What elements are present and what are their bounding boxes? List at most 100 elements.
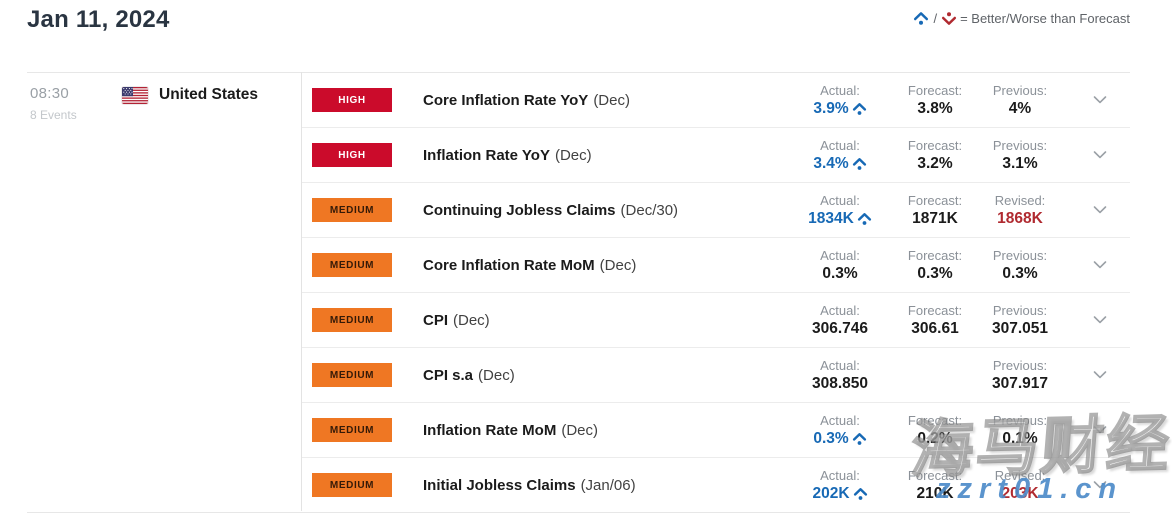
forecast-value: 0.2% [917,430,953,448]
us-flag-icon [122,86,148,104]
forecast-label: Forecast: [907,468,963,484]
chevron-down-icon[interactable] [1070,183,1130,237]
event-time: 08:30 [30,85,70,102]
forecast-value: 1871K [912,210,958,228]
actual-value: 0.3% [813,431,866,447]
previous-column: Revised: 203K [970,468,1070,502]
event-title-cell: HIGH Core Inflation Rate YoY (Dec) [301,88,780,112]
page-title: Jan 11, 2024 [27,6,170,33]
event-row[interactable]: MEDIUM CPI (Dec) Actual: 306.746 Forecast… [301,293,1130,348]
forecast-value: 3.2% [917,155,953,173]
previous-label: Previous: [992,138,1048,154]
event-name: CPI s.a [423,366,474,384]
event-title: CPI (Dec) [423,312,490,329]
previous-column: Previous: 4% [970,83,1070,117]
importance-badge: MEDIUM [312,473,392,497]
previous-value: 307.051 [991,320,1049,338]
event-name: CPI [423,311,449,329]
chevron-down-icon[interactable] [1070,403,1130,457]
event-title-cell: MEDIUM Core Inflation Rate MoM (Dec) [301,253,780,277]
forecast-column [900,374,970,377]
better-than-forecast-icon [914,12,929,25]
better-than-forecast-icon [852,158,866,170]
event-title-cell: MEDIUM Continuing Jobless Claims (Dec/30) [301,198,780,222]
chevron-down-icon[interactable] [1070,128,1130,182]
chevron-down-icon[interactable] [1070,73,1130,127]
previous-value: 0.3% [1002,265,1038,283]
event-period: (Dec) [554,146,592,164]
event-title: Continuing Jobless Claims (Dec/30) [423,202,678,219]
previous-column: Previous: 3.1% [970,138,1070,172]
forecast-label: Forecast: [907,303,963,319]
event-period: (Dec) [561,421,598,439]
actual-label: Actual: [820,248,860,264]
actual-label: Actual: [820,83,860,99]
previous-label: Previous: [992,248,1048,264]
event-title: Initial Jobless Claims (Jan/06) [423,477,636,494]
time-country-column: 08:30 8 Events United [27,73,301,512]
actual-label: Actual: [820,358,860,374]
actual-value: 308.850 [811,375,869,393]
actual-column: Actual: 1834K [780,193,900,227]
importance-badge: HIGH [312,143,392,167]
previous-column: Previous: 0.1% [970,413,1070,447]
previous-label: Revised: [994,468,1046,484]
forecast-legend: / = Better/Worse than Forecast [913,11,1130,26]
chevron-down-icon[interactable] [1070,293,1130,347]
actual-value: 3.9% [813,101,866,117]
importance-badge: MEDIUM [312,253,392,277]
legend-separator: / [933,11,938,26]
time-block: 08:30 8 Events [30,85,122,122]
event-row[interactable]: MEDIUM Initial Jobless Claims (Jan/06) Ac… [301,458,1130,512]
better-than-forecast-icon [857,213,871,225]
column-divider [301,72,302,511]
previous-value: 1868K [997,210,1043,228]
actual-column: Actual: 0.3% [780,413,900,447]
country-block[interactable]: United States [122,86,258,104]
actual-value: 3.4% [813,156,866,172]
previous-label: Previous: [992,303,1048,319]
event-period: (Dec) [593,91,630,109]
event-row[interactable]: HIGH Inflation Rate YoY (Dec) Actual: 3.4… [301,128,1130,183]
actual-value: 1834K [808,211,872,227]
forecast-label: Forecast: [907,193,963,209]
event-period: (Dec/30) [620,201,679,219]
event-title-cell: MEDIUM CPI (Dec) [301,308,780,332]
event-row[interactable]: MEDIUM Inflation Rate MoM (Dec) Actual: 0… [301,403,1130,458]
event-name: Core Inflation Rate YoY [423,91,589,109]
chevron-down-icon[interactable] [1070,458,1130,512]
importance-badge: MEDIUM [312,308,392,332]
actual-value: 306.746 [811,320,869,338]
forecast-column: Forecast: 3.8% [900,83,970,117]
event-period: (Dec) [478,366,515,384]
event-row[interactable]: MEDIUM Core Inflation Rate MoM (Dec) Actu… [301,238,1130,293]
event-title: CPI s.a (Dec) [423,367,515,384]
chevron-down-icon[interactable] [1070,238,1130,292]
actual-label: Actual: [820,413,860,429]
importance-badge: MEDIUM [312,363,392,387]
event-row[interactable]: MEDIUM Continuing Jobless Claims (Dec/30)… [301,183,1130,238]
actual-label: Actual: [820,138,860,154]
worse-than-forecast-icon [942,12,957,25]
event-period: (Dec) [599,256,637,274]
event-name: Initial Jobless Claims [423,476,576,494]
event-title: Inflation Rate MoM (Dec) [423,422,598,439]
previous-column: Previous: 307.917 [970,358,1070,392]
previous-label: Previous: [992,358,1048,374]
forecast-label: Forecast: [907,83,963,99]
event-row[interactable]: HIGH Core Inflation Rate YoY (Dec) Actual… [301,73,1130,128]
actual-value: 202K [812,486,867,502]
previous-value: 307.917 [991,375,1049,393]
event-row[interactable]: MEDIUM CPI s.a (Dec) Actual: 308.850 Prev… [301,348,1130,403]
chevron-down-icon[interactable] [1070,348,1130,402]
event-title-cell: MEDIUM Initial Jobless Claims (Jan/06) [301,473,780,497]
legend-text: = Better/Worse than Forecast [960,11,1130,26]
events-count: 8 Events [30,108,77,122]
forecast-label: Forecast: [907,413,963,429]
previous-column: Previous: 0.3% [970,248,1070,282]
event-title: Core Inflation Rate YoY (Dec) [423,92,630,109]
importance-badge: MEDIUM [312,198,392,222]
event-title-cell: MEDIUM Inflation Rate MoM (Dec) [301,418,780,442]
event-name: Core Inflation Rate MoM [423,256,595,274]
forecast-label: Forecast: [907,138,963,154]
